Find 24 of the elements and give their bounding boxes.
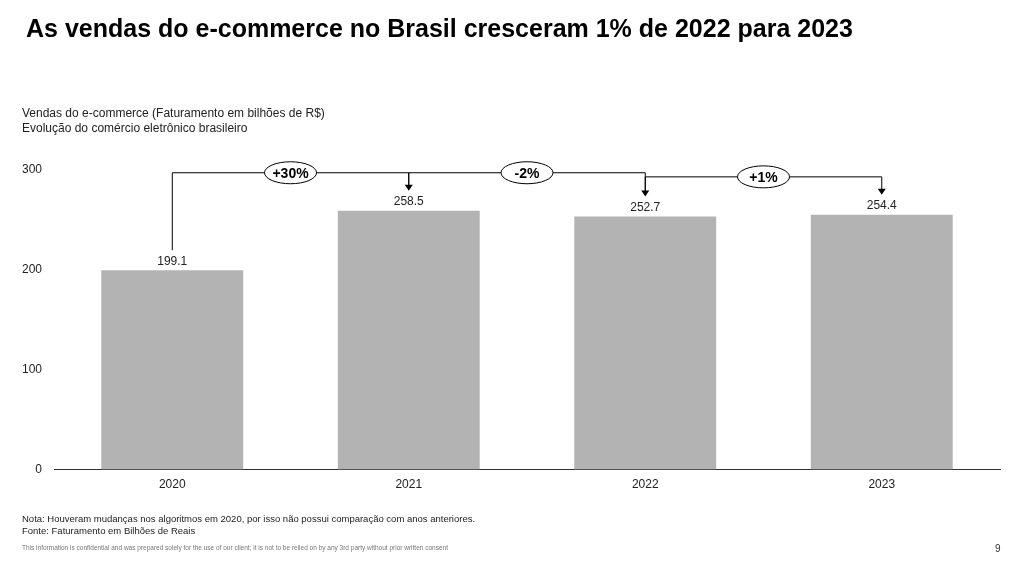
x-tick-label: 2020 [158,477,186,492]
bar [810,214,953,470]
bar [574,216,717,470]
bar [101,270,244,470]
x-tick-label: 2021 [395,477,423,492]
data-label: 252.7 [630,199,661,214]
source-note: Fonte: Faturamento em Bilhões de Reais [22,525,196,536]
chart-title: As vendas do e-commerce no Brasil cresceram 1% de 2022 para 2023 [26,14,853,43]
data-label: 258.5 [393,194,425,209]
data-label: 199.1 [157,253,188,268]
x-tick-label: 2023 [868,477,896,492]
y-tick-label: 100 [21,361,43,376]
y-tick-label: 300 [21,161,43,176]
x-tick-label: 2022 [631,477,659,492]
text: 9 [995,543,1001,554]
annotation: -2% [514,164,541,181]
annotation: +1% [749,168,779,185]
data-label: 254.4 [866,198,898,213]
bar [337,210,480,470]
y-tick-label: 0 [35,461,43,476]
annotation: +30% [272,164,310,181]
text: Nota: Houveram mudanças nos algoritmos em 2020, por isso não possui comparação com anos anteriores. [22,513,476,524]
chart-subtitle: Vendas do e-commerce (Faturamento em bilhões de R$) Evolução do comércio eletrônico brasileiro [22,106,325,136]
y-tick-label: 200 [21,261,43,276]
